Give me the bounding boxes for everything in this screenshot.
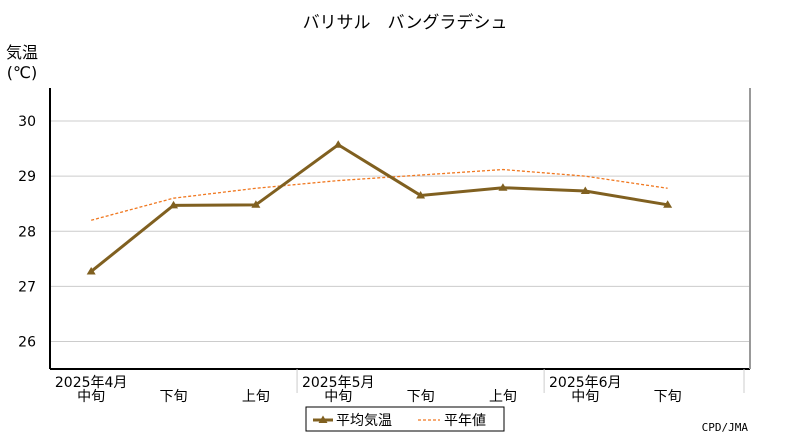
- series-line-normal: [91, 168, 668, 221]
- data-point-7: [663, 200, 673, 208]
- data-point-5: [498, 183, 508, 191]
- legend-box: [305, 406, 505, 432]
- data-point-2: [251, 200, 261, 208]
- y-tick-label-2: 28: [18, 224, 36, 240]
- x-tick-label-1: 下旬: [160, 389, 188, 405]
- data-point-4: [416, 190, 426, 199]
- x-tick-label-2: 上旬: [242, 389, 270, 405]
- x-tick-label-3: 中旬: [324, 389, 352, 405]
- y-axis-label: 気温: [6, 43, 38, 62]
- x-tick-label-4: 下旬: [407, 389, 435, 405]
- grid-lines: [50, 120, 750, 342]
- data-point-0: [86, 266, 96, 275]
- x-tick-label-5: 上旬: [489, 389, 517, 405]
- plot-frame: [49, 88, 751, 370]
- y-tick-label-0: 26: [18, 334, 36, 350]
- data-point-1: [169, 200, 179, 209]
- month-label-2: 2025年6月: [549, 375, 622, 391]
- x-tick-label-7: 下旬: [654, 389, 682, 405]
- y-axis-ticks: 26 27 28 29 30: [18, 114, 36, 350]
- month-label-1: 2025年5月: [302, 375, 375, 391]
- y-tick-label-1: 27: [18, 279, 36, 295]
- x-tick-label-0: 中旬: [77, 389, 105, 405]
- x-tick-label-6: 中旬: [571, 389, 599, 405]
- legend-label-0: 平均気温: [336, 413, 392, 429]
- y-tick-label-4: 30: [18, 114, 36, 130]
- y-tick-label-3: 29: [18, 169, 36, 185]
- data-point-3: [333, 140, 343, 148]
- legend-label-1: 平年値: [444, 413, 486, 429]
- chart-title: バリサル バングラデシュ: [303, 12, 508, 33]
- legend: 平均気温 平年値: [305, 406, 505, 432]
- month-label-0: 2025年4月: [55, 375, 128, 391]
- data-point-6: [580, 186, 590, 195]
- series-layer: [86, 140, 673, 275]
- credit-label: CPD/JMA: [702, 421, 749, 434]
- legend-marker-0: [318, 415, 328, 423]
- series-line-average: [90, 142, 668, 273]
- y-axis-unit: (℃): [7, 63, 37, 82]
